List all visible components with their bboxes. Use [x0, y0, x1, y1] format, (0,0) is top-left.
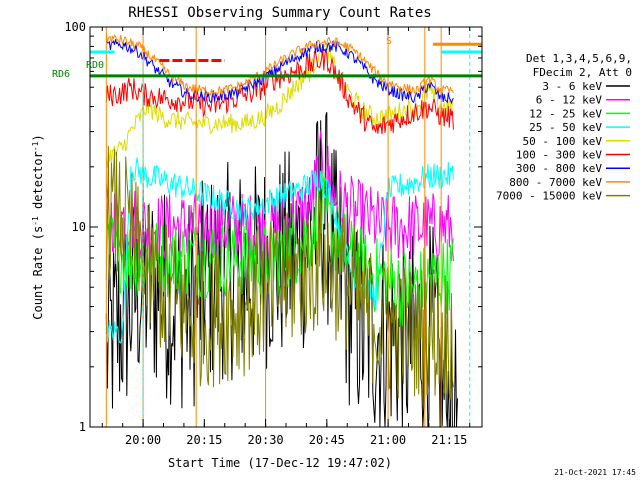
series-layer — [105, 33, 458, 427]
legend-label: 300 - 800 keV — [516, 162, 602, 175]
y-tick-label: 10 — [72, 220, 86, 234]
x-tick-label: 21:15 — [431, 433, 467, 447]
y-axis-label-sup2: -1 — [31, 141, 40, 151]
series-line-1 — [105, 130, 454, 263]
x-axis-label: Start Time (17-Dec-12 19:47:02) — [168, 456, 392, 470]
legend-label: 6 - 12 keV — [536, 94, 603, 107]
rd6-label: RD6 — [52, 69, 70, 80]
x-tick-label: 20:30 — [248, 433, 284, 447]
series-line-8 — [105, 145, 454, 402]
series-line-6 — [105, 39, 454, 105]
series-line-2 — [105, 171, 454, 327]
legend-label: 800 - 7000 keV — [509, 176, 602, 189]
axis-layer: 1 10 100 20:00 20:15 20:30 20:45 21:00 21:15 — [64, 20, 482, 447]
footer-timestamp: 21-Oct-2021 17:45 — [554, 468, 636, 477]
series-line-5 — [105, 48, 454, 135]
x-tick-label: 21:00 — [370, 433, 406, 447]
y-axis-label: Count Rate (s-1 detector-1) — [31, 134, 46, 319]
legend-label: 7000 - 15000 keV — [496, 190, 602, 203]
legend: Det 1,3,4,5,6,9, FDecim 2, Att 0 3 - 6 k… — [496, 52, 632, 203]
rd0-label: RD0 — [86, 60, 104, 71]
x-tick-label: 20:15 — [186, 433, 222, 447]
legend-header-line-2: FDecim 2, Att 0 — [533, 66, 632, 79]
y-axis-label-mid: detector — [31, 151, 45, 216]
legend-label: 12 - 25 keV — [529, 107, 602, 120]
legend-label: 100 - 300 keV — [516, 149, 602, 162]
legend-header-line-1: Det 1,3,4,5,6,9, — [526, 52, 632, 65]
legend-label: 50 - 100 keV — [523, 135, 603, 148]
series-line-7 — [105, 33, 454, 97]
x-tick-label: 20:45 — [309, 433, 345, 447]
y-axis-label-end: ) — [31, 134, 45, 141]
chart-title: RHESSI Observing Summary Count Rates — [128, 5, 431, 21]
y-axis-label-main: Count Rate (s — [31, 226, 45, 320]
y-tick-label: 100 — [64, 20, 86, 34]
series-line-3 — [105, 157, 454, 344]
s-marker-label: S — [386, 36, 392, 47]
series-line-4 — [105, 40, 454, 168]
x-tick-label: 20:00 — [125, 433, 161, 447]
y-tick-label: 1 — [79, 420, 86, 434]
legend-label: 25 - 50 keV — [529, 121, 602, 134]
y-axis-label-sup1: -1 — [31, 216, 40, 226]
overlay-layer — [90, 27, 482, 427]
legend-label: 3 - 6 keV — [542, 80, 602, 93]
